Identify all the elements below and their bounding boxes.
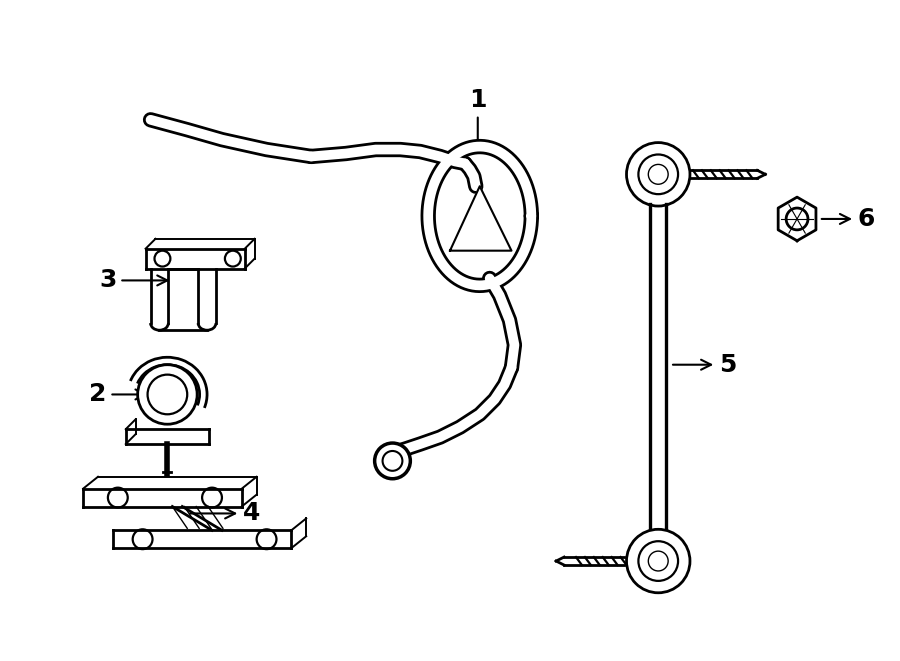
- Text: 2: 2: [89, 383, 146, 407]
- Text: 5: 5: [673, 353, 736, 377]
- Text: 1: 1: [469, 88, 487, 151]
- Circle shape: [374, 443, 410, 479]
- Circle shape: [138, 365, 197, 424]
- Polygon shape: [778, 197, 816, 241]
- Text: 6: 6: [822, 207, 875, 231]
- Circle shape: [626, 143, 690, 206]
- Circle shape: [787, 208, 808, 230]
- Polygon shape: [450, 186, 511, 251]
- Circle shape: [626, 529, 690, 593]
- Text: 3: 3: [99, 268, 167, 292]
- Text: 4: 4: [190, 502, 260, 525]
